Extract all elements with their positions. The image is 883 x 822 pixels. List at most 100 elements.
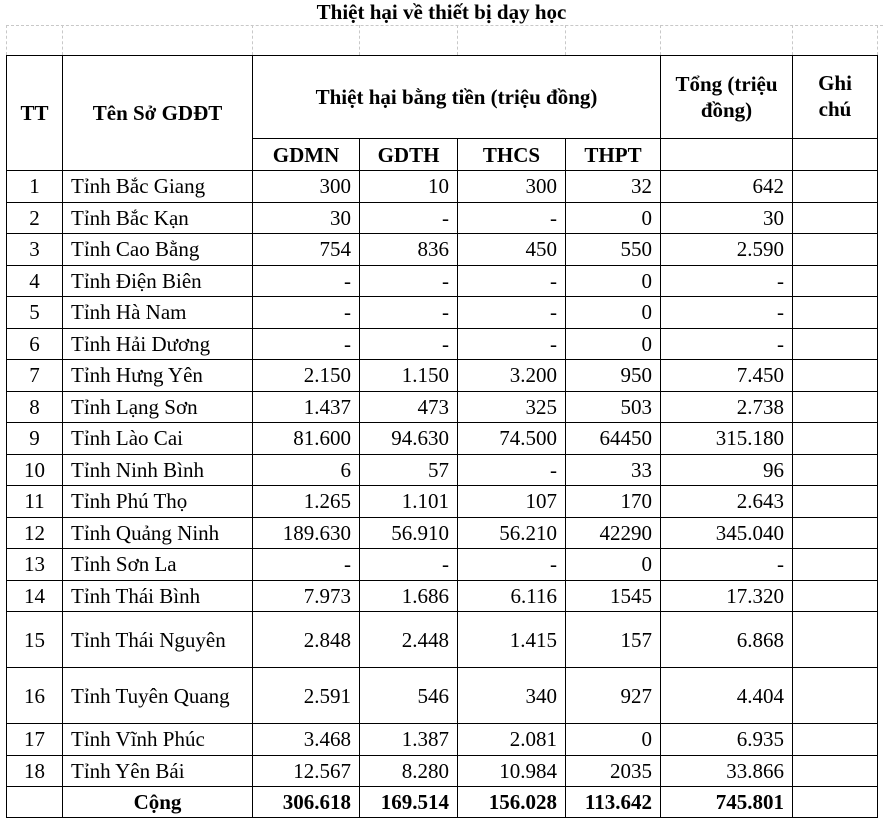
- province-name-cell[interactable]: Tỉnh Hà Nam: [62, 296, 253, 329]
- row-number-cell[interactable]: 3: [6, 233, 63, 266]
- gdth-cell[interactable]: -: [359, 201, 458, 234]
- province-name-cell[interactable]: Tỉnh Quảng Ninh: [62, 516, 253, 549]
- total-cell[interactable]: 33.866: [660, 754, 793, 787]
- gdth-cell[interactable]: 546: [359, 667, 458, 724]
- gdmn-cell[interactable]: 81.600: [252, 422, 360, 455]
- thpt-cell[interactable]: 0: [565, 327, 661, 360]
- gdth-cell[interactable]: -: [359, 548, 458, 581]
- note-cell[interactable]: [792, 264, 878, 297]
- gdmn-cell[interactable]: 189.630: [252, 516, 360, 549]
- total-thpt-cell[interactable]: 113.642: [565, 786, 661, 818]
- row-number-cell[interactable]: 15: [6, 611, 63, 668]
- note-cell[interactable]: [792, 516, 878, 549]
- total-cell[interactable]: 7.450: [660, 359, 793, 392]
- gdmn-cell[interactable]: 2.591: [252, 667, 360, 724]
- thpt-cell[interactable]: 157: [565, 611, 661, 668]
- row-number-cell[interactable]: 1: [6, 170, 63, 203]
- province-name-cell[interactable]: Tỉnh Ninh Bình: [62, 453, 253, 486]
- thcs-cell[interactable]: 6.116: [457, 579, 566, 612]
- gdth-cell[interactable]: -: [359, 327, 458, 360]
- thpt-cell[interactable]: 42290: [565, 516, 661, 549]
- gdth-cell[interactable]: 10: [359, 170, 458, 203]
- note-cell[interactable]: [792, 390, 878, 423]
- thcs-cell[interactable]: 340: [457, 667, 566, 724]
- thcs-cell[interactable]: -: [457, 264, 566, 297]
- thcs-cell[interactable]: 56.210: [457, 516, 566, 549]
- gdmn-cell[interactable]: 7.973: [252, 579, 360, 612]
- row-number-cell[interactable]: 11: [6, 485, 63, 518]
- total-note-cell[interactable]: [792, 786, 878, 818]
- row-number-cell[interactable]: 4: [6, 264, 63, 297]
- thcs-cell[interactable]: 1.415: [457, 611, 566, 668]
- thcs-cell[interactable]: 74.500: [457, 422, 566, 455]
- gdth-cell[interactable]: 94.630: [359, 422, 458, 455]
- gdmn-cell[interactable]: -: [252, 548, 360, 581]
- note-cell[interactable]: [792, 296, 878, 329]
- thpt-cell[interactable]: 33: [565, 453, 661, 486]
- thcs-cell[interactable]: -: [457, 327, 566, 360]
- total-cell[interactable]: -: [660, 327, 793, 360]
- gdth-cell[interactable]: 2.448: [359, 611, 458, 668]
- thpt-cell[interactable]: 0: [565, 264, 661, 297]
- gdth-cell[interactable]: 1.150: [359, 359, 458, 392]
- grand-total-cell[interactable]: 745.801: [660, 786, 793, 818]
- total-cell[interactable]: 2.738: [660, 390, 793, 423]
- gdth-cell[interactable]: 1.686: [359, 579, 458, 612]
- thcs-cell[interactable]: -: [457, 548, 566, 581]
- thpt-cell[interactable]: 32: [565, 170, 661, 203]
- province-name-cell[interactable]: Tỉnh Cao Bằng: [62, 233, 253, 266]
- thcs-cell[interactable]: 107: [457, 485, 566, 518]
- thpt-cell[interactable]: 1545: [565, 579, 661, 612]
- total-cell[interactable]: 345.040: [660, 516, 793, 549]
- thpt-cell[interactable]: 550: [565, 233, 661, 266]
- total-label-cell[interactable]: Cộng: [62, 786, 253, 818]
- gdmn-cell[interactable]: -: [252, 327, 360, 360]
- thcs-cell[interactable]: 325: [457, 390, 566, 423]
- row-number-cell[interactable]: 13: [6, 548, 63, 581]
- note-cell[interactable]: [792, 170, 878, 203]
- gdmn-cell[interactable]: 1.265: [252, 485, 360, 518]
- thpt-cell[interactable]: 64450: [565, 422, 661, 455]
- thpt-cell[interactable]: 503: [565, 390, 661, 423]
- note-cell[interactable]: [792, 422, 878, 455]
- total-thcs-cell[interactable]: 156.028: [457, 786, 566, 818]
- province-name-cell[interactable]: Tỉnh Điện Biên: [62, 264, 253, 297]
- thpt-cell[interactable]: 170: [565, 485, 661, 518]
- note-cell[interactable]: [792, 485, 878, 518]
- province-name-cell[interactable]: Tỉnh Sơn La: [62, 548, 253, 581]
- gdmn-cell[interactable]: -: [252, 264, 360, 297]
- province-name-cell[interactable]: Tỉnh Thái Bình: [62, 579, 253, 612]
- gdth-cell[interactable]: 473: [359, 390, 458, 423]
- total-gdth-cell[interactable]: 169.514: [359, 786, 458, 818]
- note-cell[interactable]: [792, 611, 878, 668]
- province-name-cell[interactable]: Tỉnh Phú Thọ: [62, 485, 253, 518]
- province-name-cell[interactable]: Tỉnh Bắc Giang: [62, 170, 253, 203]
- gdth-cell[interactable]: 8.280: [359, 754, 458, 787]
- total-gdmn-cell[interactable]: 306.618: [252, 786, 360, 818]
- row-number-cell[interactable]: 14: [6, 579, 63, 612]
- gdmn-cell[interactable]: 3.468: [252, 723, 360, 756]
- province-name-cell[interactable]: Tỉnh Hưng Yên: [62, 359, 253, 392]
- province-name-cell[interactable]: Tỉnh Bắc Kạn: [62, 201, 253, 234]
- province-name-cell[interactable]: Tỉnh Vĩnh Phúc: [62, 723, 253, 756]
- gdmn-cell[interactable]: 754: [252, 233, 360, 266]
- gdmn-cell[interactable]: 30: [252, 201, 360, 234]
- gdmn-cell[interactable]: 2.848: [252, 611, 360, 668]
- total-cell[interactable]: 315.180: [660, 422, 793, 455]
- gdmn-cell[interactable]: -: [252, 296, 360, 329]
- row-number-cell[interactable]: 6: [6, 327, 63, 360]
- thcs-cell[interactable]: 2.081: [457, 723, 566, 756]
- thcs-cell[interactable]: -: [457, 453, 566, 486]
- total-cell[interactable]: -: [660, 296, 793, 329]
- note-cell[interactable]: [792, 359, 878, 392]
- gdmn-cell[interactable]: 12.567: [252, 754, 360, 787]
- thpt-cell[interactable]: 0: [565, 723, 661, 756]
- province-name-cell[interactable]: Tỉnh Yên Bái: [62, 754, 253, 787]
- gdth-cell[interactable]: 1.387: [359, 723, 458, 756]
- total-cell[interactable]: 4.404: [660, 667, 793, 724]
- thcs-cell[interactable]: 10.984: [457, 754, 566, 787]
- row-number-cell[interactable]: 12: [6, 516, 63, 549]
- note-cell[interactable]: [792, 754, 878, 787]
- total-cell[interactable]: 17.320: [660, 579, 793, 612]
- thcs-cell[interactable]: -: [457, 296, 566, 329]
